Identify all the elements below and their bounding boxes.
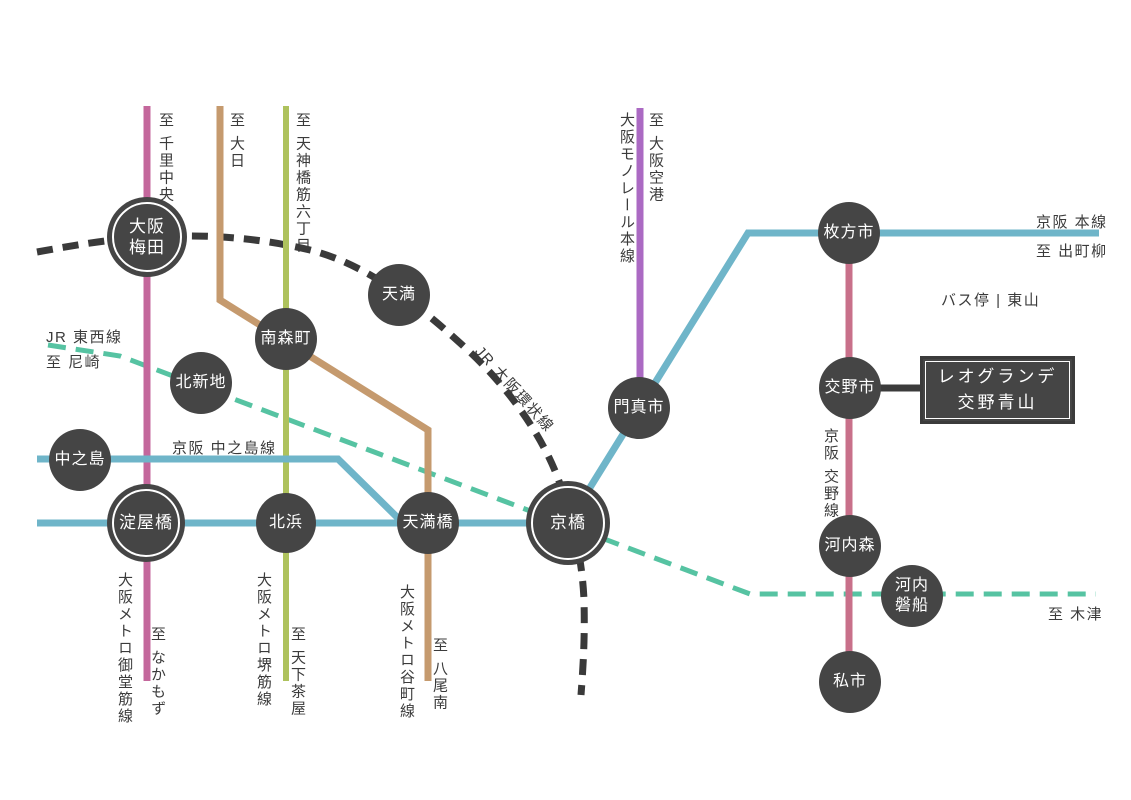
- label-jr-osaka-loop-name: JR 大阪環状線: [471, 343, 558, 436]
- station-osaka-umeda: 大阪 梅田: [107, 197, 187, 277]
- label-to-amagasaki: 至 尼崎: [46, 354, 102, 371]
- label-to-tengachaya: 至 天下茶屋: [289, 626, 306, 718]
- hotel-box-leo-grande-katano-aoyama: レオグランデ 交野青山: [920, 356, 1075, 424]
- station-nakanoshima: 中之島: [49, 429, 111, 491]
- label-to-nakamozu: 至 なかもず: [149, 626, 166, 718]
- label-keihan-katano-name: 京阪 交野線: [822, 428, 839, 520]
- station-yodoyabashi: 淀屋橋: [107, 484, 185, 562]
- station-label-kawachi-mori: 河内森: [824, 537, 876, 554]
- label-keihan-nakanoshima-name: 京阪 中之島線: [172, 440, 277, 457]
- station-label-temma: 天満: [381, 286, 416, 303]
- label-to-senri-chuo: 至 千里中央: [157, 112, 174, 204]
- station-label-osaka-umeda: 大阪 梅田: [129, 216, 165, 257]
- label-to-osaka-airport: 至 大阪空港: [647, 112, 664, 204]
- station-kitahama: 北浜: [256, 493, 316, 553]
- station-label-hirakata-shi: 枚方市: [823, 224, 875, 241]
- station-kadoma-shi: 門真市: [608, 377, 670, 439]
- station-label-katano-shi: 交野市: [824, 379, 876, 396]
- station-temmabashi: 天満橋: [397, 492, 459, 554]
- label-to-dainichi: 至 大日: [228, 112, 245, 170]
- station-kisaichi: 私市: [819, 651, 881, 713]
- station-minamimorimachi: 南森町: [255, 308, 317, 370]
- station-label-yodoyabashi: 淀屋橋: [119, 513, 173, 533]
- label-to-demachiyanagi: 至 出町柳: [1036, 243, 1108, 260]
- hotel-name-line1: レオグランデ: [937, 366, 1058, 386]
- station-kawachi-mori: 河内森: [819, 515, 881, 577]
- station-kyobashi: 京橋: [526, 481, 610, 565]
- station-label-kawachi-iwafune: 河内 磐船: [894, 577, 929, 614]
- tanimachi-line: [216, 106, 432, 681]
- hotel-name-line2: 交野青山: [957, 393, 1038, 412]
- station-label-kadoma-shi: 門真市: [613, 399, 665, 416]
- keihan-nakanoshima-line: [37, 455, 407, 527]
- label-midosuji-name: 大阪メトロ御堂筋線: [116, 572, 133, 725]
- label-osaka-monorail-name: 大阪モノレール本線: [618, 112, 635, 265]
- station-label-kisaichi: 私市: [832, 673, 867, 690]
- station-label-minamimorimachi: 南森町: [260, 330, 312, 347]
- station-hirakata-shi: 枚方市: [818, 202, 880, 264]
- label-jr-tozai-name: JR 東西線: [46, 329, 123, 346]
- station-katano-shi: 交野市: [819, 357, 881, 419]
- label-to-kizu: 至 木津: [1048, 606, 1104, 623]
- label-to-yaominami: 至 八尾南: [431, 637, 448, 712]
- station-kawachi-iwafune: 河内 磐船: [881, 565, 943, 627]
- jr-tozai-line: [47, 342, 1096, 597]
- label-to-tenjimbashisuji-rokuchome: 至 天神橋筋六丁目: [294, 112, 311, 255]
- station-kitashinchi: 北新地: [170, 352, 232, 414]
- station-label-nakanoshima: 中之島: [54, 451, 106, 468]
- station-label-temmabashi: 天満橋: [402, 514, 454, 531]
- station-label-kyobashi: 京橋: [550, 513, 586, 533]
- label-tanimachi-name: 大阪メトロ谷町線: [398, 584, 415, 720]
- station-label-kitahama: 北浜: [268, 514, 303, 531]
- label-keihan-main-name: 京阪 本線: [1036, 214, 1108, 231]
- station-temma: 天満: [368, 264, 430, 326]
- label-bus-stop-higashiyama: バス停 | 東山: [941, 292, 1041, 309]
- label-sakaisuji-name: 大阪メトロ堺筋線: [255, 572, 272, 708]
- station-label-kitashinchi: 北新地: [175, 374, 227, 391]
